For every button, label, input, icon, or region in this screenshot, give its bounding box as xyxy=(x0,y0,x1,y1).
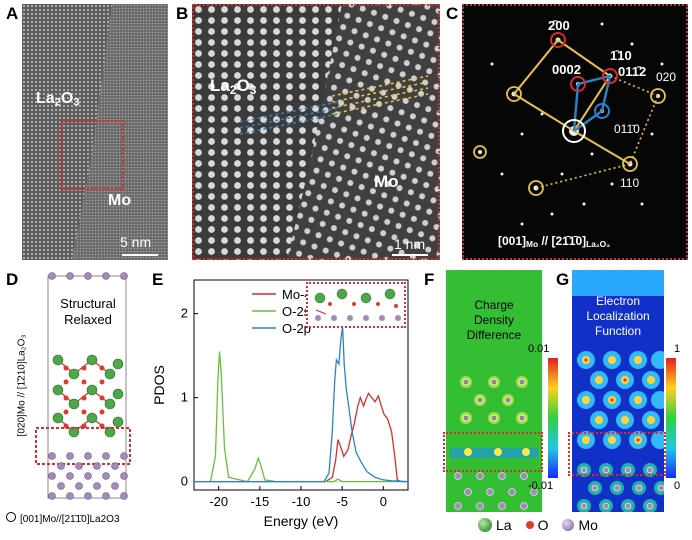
legend-la: La xyxy=(478,517,512,533)
y-axis-label: PDOS xyxy=(151,365,167,405)
y-tick-label: 1 xyxy=(181,390,188,405)
la2o3-slab xyxy=(52,354,124,438)
scale-label-b: 1 nm xyxy=(394,236,426,252)
label-mo-b: Mo xyxy=(374,172,399,191)
f-colorbar-max: 0.01 xyxy=(528,343,550,355)
series-line-o-2p xyxy=(194,326,409,483)
spot-label-020: 020 xyxy=(656,70,677,84)
label-la2o3-b: La2O3 xyxy=(210,76,257,97)
panel-label-c: C xyxy=(446,4,459,23)
g-colorbar-min: 0 xyxy=(674,480,681,492)
blue-dashed-lines xyxy=(239,101,339,135)
elf-map: Electron Localization Function xyxy=(572,270,664,512)
scale-label-a: 5 nm xyxy=(120,234,152,250)
d-x-axis-label: [001]Mo//[21̄1̄0]La2O3 xyxy=(20,514,120,525)
tem-lattice-a xyxy=(22,4,168,260)
fft-image-c: 2̄00 1̄10 0002 011̄2 020 011̄0 110 [001]… xyxy=(462,4,688,260)
x-tick-label: -10 xyxy=(292,494,311,509)
d-axis-origin-icon xyxy=(6,512,16,522)
x-tick-label: -20 xyxy=(209,494,228,509)
series-line-o-2s xyxy=(194,351,408,483)
structure-model-d: Structural Relaxed xyxy=(18,268,138,508)
spot-label-0002: 0002 xyxy=(552,62,581,77)
f-colorbar-min: -0.01 xyxy=(528,480,554,492)
g-colorbar-max: 1 xyxy=(674,343,681,355)
panel-label-d: D xyxy=(6,270,19,289)
charge-density-title: Charge Density Difference xyxy=(466,298,522,342)
charge-density-map: Charge Density Difference xyxy=(446,270,542,512)
region-of-interest-box xyxy=(60,120,124,190)
legend-label-o-2p: O-2p xyxy=(282,321,311,336)
pdos-chart: -20 -15 -10 -5 0 0 1 2 Energy (eV) PDOS Mo-4d O-2s O… xyxy=(150,270,420,534)
spot-label-0110: 011̄0 xyxy=(614,122,640,136)
legend-label-o-2s: O-2s xyxy=(282,304,311,319)
fft-pattern xyxy=(473,22,666,226)
label-la2o3-a: La2O3 xyxy=(36,90,80,109)
fft-c-border xyxy=(462,4,688,260)
scale-bar-a xyxy=(122,254,158,256)
panel-label-f: F xyxy=(424,270,435,289)
scale-bar-b xyxy=(392,254,428,256)
o-atom-icon xyxy=(525,521,534,529)
panel-label-b: B xyxy=(176,4,189,23)
spot-label-110: 1̄10 xyxy=(610,48,632,63)
f-colorbar xyxy=(548,358,558,478)
yellow-dashed-lines xyxy=(331,75,429,115)
elf-title: Electron Localization Function xyxy=(586,294,650,338)
panel-label-g: G xyxy=(556,270,570,289)
label-mo-a: Mo xyxy=(108,192,132,209)
panel-label-e: E xyxy=(152,270,164,289)
x-tick-label: -5 xyxy=(336,494,348,509)
mo-atom-icon xyxy=(562,519,575,531)
tem-b-border xyxy=(192,4,440,260)
atom-legend: La O Mo xyxy=(478,514,688,536)
tem-image-a: La2O3 Mo 5 nm xyxy=(22,4,168,260)
structural-relaxed-title: Structural Relaxed xyxy=(60,296,116,327)
g-colorbar xyxy=(666,358,676,478)
x-tick-label: -15 xyxy=(250,494,269,509)
d-y-axis-label: [020]Mo // [1̄210]La₂O₃ xyxy=(16,334,28,437)
tem-image-b: La2O3 Mo 1 nm xyxy=(192,4,440,260)
spot-label-0112: 011̄2 xyxy=(618,64,647,79)
x-axis-label: Energy (eV) xyxy=(264,513,339,529)
spot-label-110b: 110 xyxy=(620,176,640,190)
la-atom-icon xyxy=(478,518,492,532)
tem-lattice-b xyxy=(192,4,440,260)
chart-inset xyxy=(306,282,406,328)
y-tick-label: 2 xyxy=(181,306,188,321)
panel-label-a: A xyxy=(6,4,19,23)
g-interface-box xyxy=(568,432,666,476)
x-tick-label: 0 xyxy=(380,494,387,509)
spot-label-200: 2̄00 xyxy=(548,18,570,33)
legend-mo: Mo xyxy=(562,517,598,533)
y-tick-label: 0 xyxy=(181,474,188,489)
legend-o: O xyxy=(525,517,548,533)
zone-axis-label: [001]Mo // [21̄1̄0]La₂O₃ xyxy=(498,234,611,249)
f-interface-box xyxy=(443,432,543,472)
series-line-mo-4d xyxy=(194,392,408,483)
